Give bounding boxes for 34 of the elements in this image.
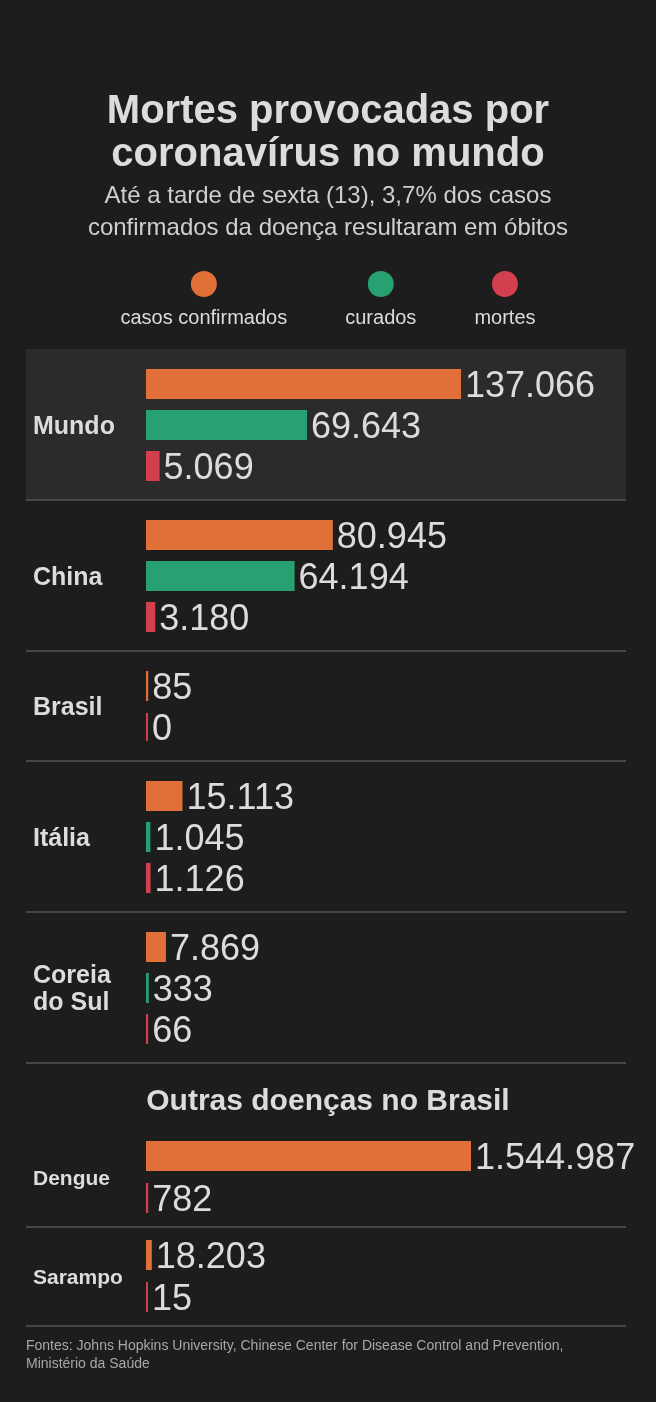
data-label: 5.069 bbox=[163, 446, 254, 487]
chart-title: Outras doenças no Brasil bbox=[146, 1083, 510, 1116]
y-tick-label: Coreia do Sul bbox=[33, 960, 112, 1015]
bar bbox=[146, 1240, 152, 1270]
legend-label: curados bbox=[345, 306, 417, 328]
data-label: 3.180 bbox=[159, 597, 250, 638]
chart-subtitle: Até a tarde de sexta (13), 3,7% dos casos confirmados da doença resultaram em óbitos bbox=[87, 181, 569, 240]
data-label: 137.066 bbox=[465, 364, 596, 405]
legend-label: casos confirmados bbox=[120, 306, 288, 328]
y-tick-label: Brasil bbox=[33, 692, 103, 720]
data-label: 15.113 bbox=[186, 776, 294, 817]
y-tick-label: Dengue bbox=[33, 1166, 111, 1190]
data-label: 7.869 bbox=[169, 927, 261, 968]
data-label: 0 bbox=[152, 707, 173, 748]
bar bbox=[146, 1141, 471, 1171]
data-label: 1.126 bbox=[154, 858, 245, 899]
legend-label: mortes bbox=[474, 306, 536, 328]
data-label: 782 bbox=[152, 1178, 213, 1219]
text: Fontes: Johns Hopkins University, Chinese Center for Disease Control and Prevention, Ministério da Saúde bbox=[26, 1337, 564, 1371]
data-label: 85 bbox=[152, 666, 193, 707]
y-tick-label: Sarampo bbox=[33, 1265, 123, 1289]
data-label: 66 bbox=[152, 1009, 193, 1050]
y-tick-label: Itália bbox=[33, 822, 92, 851]
data-label: 64.194 bbox=[298, 556, 409, 597]
data-label: 18.203 bbox=[155, 1235, 266, 1276]
data-label: 333 bbox=[152, 968, 213, 1009]
data-label: 80.945 bbox=[336, 515, 447, 556]
data-label: 15 bbox=[152, 1277, 193, 1318]
data-label: 69.643 bbox=[311, 405, 422, 446]
chart-title: Mortes provocadas por coronavírus no mundo bbox=[106, 87, 550, 174]
y-tick-label: China bbox=[33, 561, 104, 590]
data-label: 1.544.987 bbox=[475, 1136, 636, 1177]
y-tick-label: Mundo bbox=[33, 410, 115, 439]
data-label: 1.045 bbox=[154, 817, 245, 858]
